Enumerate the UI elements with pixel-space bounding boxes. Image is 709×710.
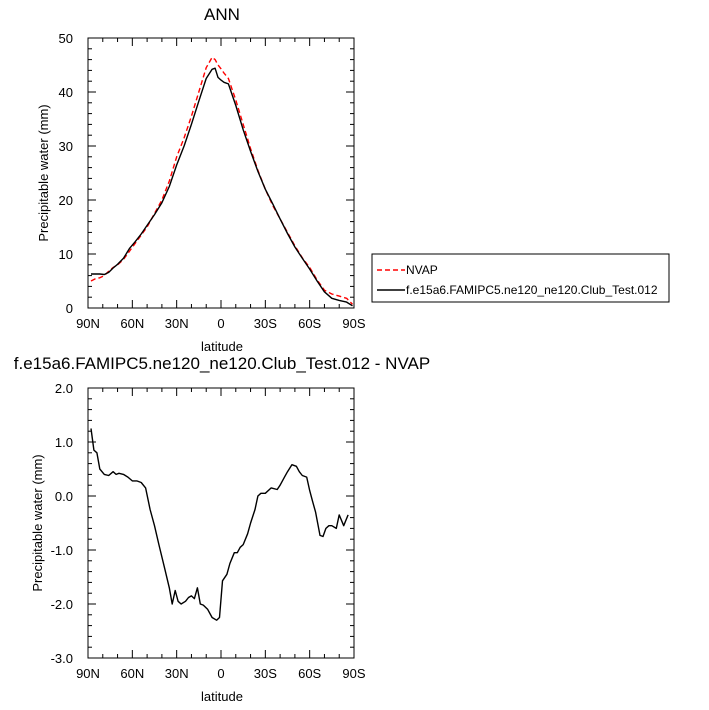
top-x-tick-label: 60S [298,316,321,331]
bottom-x-tick-label: 90S [342,666,365,681]
top-chart-ticks: 90N 60N 30N 0 30S 60S 90S 0 10 20 30 40 50 [59,31,366,331]
bottom-chart-series [90,428,349,621]
bottom-series-line-0 [90,428,349,621]
top-x-tick-label: 30S [254,316,277,331]
top-x-tick-label: 0 [217,316,224,331]
top-x-tick-label: 60N [120,316,144,331]
top-chart-frame [87,37,355,309]
bottom-x-tick-label: 30N [165,666,189,681]
bottom-y-tick-label: 0.0 [55,489,73,504]
bottom-chart-frame [87,387,355,659]
bottom-y-tick-label: 1.0 [55,435,73,450]
top-y-tick-label: 10 [59,247,73,262]
top-x-tick-label: 90N [76,316,100,331]
bottom-y-tick-label: -3.0 [51,651,73,666]
top-chart-ylabel: Precipitable water (mm) [36,104,51,241]
bottom-y-tick-label: -2.0 [51,597,73,612]
legend-model-label: f.e15a6.FAMIPC5.ne120_ne120.Club_Test.01… [406,283,658,297]
bottom-chart-title: f.e15a6.FAMIPC5.ne120_ne120.Club_Test.01… [14,354,430,373]
top-y-tick-label: 40 [59,85,73,100]
bottom-chart-ticks: 90N 60N 30N 0 30S 60S 90S -3.0 -2.0 -1.0 0.0 1.0 2.0 [51,381,366,681]
bottom-x-tick-label: 0 [217,666,224,681]
top-series-line-1 [91,67,353,307]
legend-nvap-label: NVAP [406,263,438,277]
top-chart-series [90,56,353,307]
top-chart-xlabel: latitude [201,339,243,354]
top-y-tick-label: 20 [59,193,73,208]
bottom-x-tick-label: 60S [298,666,321,681]
top-x-tick-label: 90S [342,316,365,331]
bottom-chart-ylabel: Precipitable water (mm) [30,454,45,591]
top-series-line-0 [90,56,353,305]
top-x-tick-label: 30N [165,316,189,331]
top-chart-title: ANN [204,5,240,24]
bottom-chart-xlabel: latitude [201,689,243,704]
top-y-tick-label: 0 [66,301,73,316]
bottom-y-tick-label: -1.0 [51,543,73,558]
bottom-x-tick-label: 60N [120,666,144,681]
bottom-x-tick-label: 90N [76,666,100,681]
legend-box [371,253,670,303]
bottom-y-tick-label: 2.0 [55,381,73,396]
legend: NVAP f.e15a6.FAMIPC5.ne120_ne120.Club_Te… [371,253,670,303]
bottom-x-tick-label: 30S [254,666,277,681]
top-y-tick-label: 30 [59,139,73,154]
top-y-tick-label: 50 [59,31,73,46]
top-chart-panel: ANN 90N 60N 30N 0 30S 60S 90S 0 10 20 30 40 50 Preci… [36,5,366,354]
bottom-chart-panel: f.e15a6.FAMIPC5.ne120_ne120.Club_Test.01… [14,354,430,704]
